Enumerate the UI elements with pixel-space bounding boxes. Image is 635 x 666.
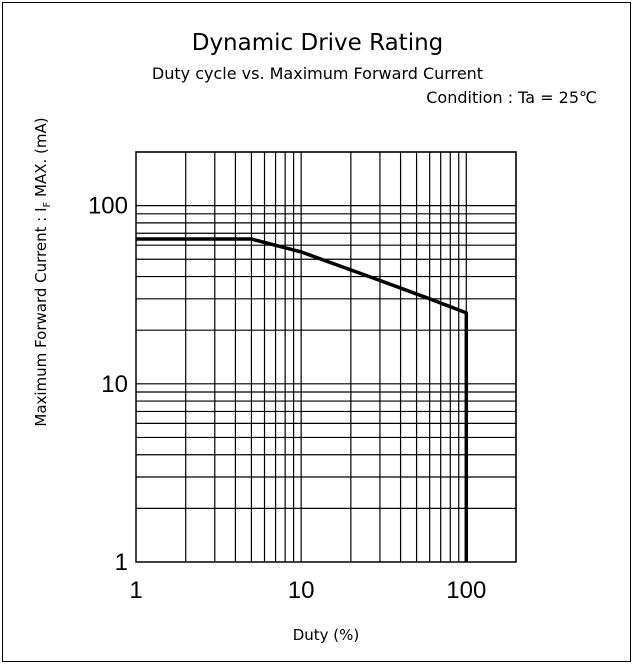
chart-title: Dynamic Drive Rating	[191, 30, 444, 56]
y-axis-label: Maximum Forward Current : IF MAX. (mA)	[32, 117, 53, 426]
ticks-layer: 1 10 100 1 10 100	[88, 193, 486, 604]
series-line	[136, 237, 469, 562]
series-layer	[136, 237, 469, 562]
grid	[136, 151, 517, 562]
chart-subtitle: Duty cycle vs. Maximum Forward Current	[151, 64, 484, 83]
y-axis-label-main: Maximum Forward Current : I	[32, 208, 50, 427]
y-axis-label-units: MAX. (mA)	[32, 117, 50, 201]
x-tick-label: 1	[129, 577, 142, 604]
x-axis-label: Duty (%)	[293, 626, 360, 644]
x-tick-label: 10	[288, 577, 315, 604]
chart-condition: Condition : Ta = 25℃	[426, 88, 597, 107]
y-tick-label: 100	[88, 193, 128, 220]
x-tick-label: 100	[446, 577, 486, 604]
y-axis-label-subscript: F	[42, 202, 53, 208]
y-tick-label: 1	[115, 549, 128, 576]
plot-border	[135, 151, 517, 563]
y-tick-label: 10	[101, 371, 128, 398]
